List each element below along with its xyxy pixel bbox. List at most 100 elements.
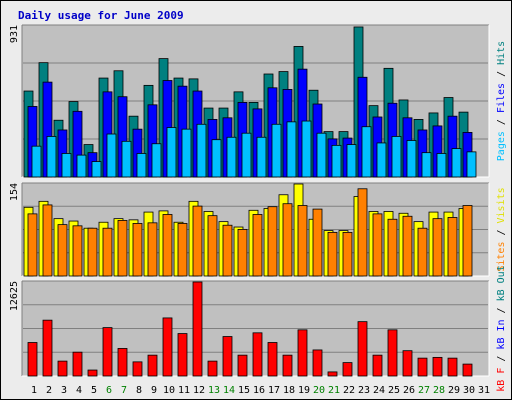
bar-sites (297, 205, 308, 277)
bar-kb-f (447, 357, 458, 377)
x-tick-label: 17 (268, 385, 280, 396)
bar-sites (177, 223, 188, 277)
y-axis-label-part: / (496, 113, 507, 131)
bar-pages (181, 128, 192, 178)
bar-pages (391, 136, 402, 178)
bar-kb-f (222, 336, 233, 377)
bar-sites (132, 223, 143, 277)
bar-pages (466, 151, 477, 178)
bar-sites (462, 205, 473, 277)
bar-pages (121, 140, 132, 178)
bar-kb-f (132, 361, 143, 377)
bar-kb-f (27, 342, 38, 377)
bar-kb-f (417, 357, 428, 377)
x-tick-label: 15 (238, 385, 250, 396)
bar-sites (402, 215, 413, 277)
bar-kb-f (57, 360, 68, 377)
bar-pages (76, 154, 87, 178)
bar-pages (331, 144, 342, 178)
x-tick-label: 3 (61, 385, 67, 396)
bar-sites (87, 227, 98, 277)
bar-pages (31, 145, 42, 178)
bar-sites (102, 227, 113, 277)
x-tick-label: 31 (478, 385, 490, 396)
bar-pages (91, 161, 102, 178)
y-axis-label: kB F / kB In / kB Out (496, 265, 507, 391)
bar-kb-f (402, 350, 413, 377)
x-tick-label: 29 (448, 385, 460, 396)
chart-title: Daily usage for June 2009 (18, 9, 184, 22)
bar-kb-f (357, 321, 368, 377)
bar-pages (286, 121, 297, 178)
bar-kb-f (312, 349, 323, 377)
bar-pages (211, 139, 222, 178)
x-tick-label: 28 (433, 385, 445, 396)
x-tick-label: 5 (91, 385, 97, 396)
bar-kb-f (372, 354, 383, 377)
bar-kb-f (192, 281, 203, 377)
bar-sites (282, 203, 293, 277)
bar-sites (147, 222, 158, 277)
bar-pages (451, 148, 462, 178)
bar-kb-f (267, 342, 278, 377)
bar-kb-f (117, 348, 128, 377)
bar-sites (222, 224, 233, 277)
bar-sites (117, 220, 128, 277)
bar-sites (237, 229, 248, 277)
bar-kb-f (342, 362, 353, 377)
y-axis-label-part: Visits (496, 187, 507, 223)
x-tick-label: 7 (121, 385, 127, 396)
y-max-label: 12625 (9, 281, 20, 311)
bar-kb-f (432, 356, 443, 377)
bar-sites (267, 206, 278, 277)
bar-kb-f (147, 354, 158, 377)
x-tick-label: 25 (388, 385, 400, 396)
bar-pages (226, 136, 237, 178)
bar-sites (357, 188, 368, 277)
bar-sites (72, 225, 83, 277)
x-tick-label: 30 (463, 385, 475, 396)
bar-kb-f (87, 369, 98, 377)
bar-pages (61, 153, 72, 178)
bar-pages (241, 132, 252, 178)
bar-pages (301, 120, 312, 178)
bar-pages (406, 140, 417, 178)
y-axis-label-part: kB F (496, 368, 507, 392)
bar-pages (376, 142, 387, 178)
bar-sites (192, 205, 203, 277)
y-axis-label-part: / (496, 301, 507, 319)
bar-sites (417, 227, 428, 277)
x-tick-label: 20 (313, 385, 325, 396)
x-tick-label: 27 (418, 385, 430, 396)
bar-sites (342, 231, 353, 277)
x-tick-label: 19 (298, 385, 310, 396)
bar-pages (136, 153, 147, 178)
x-tick-label: 23 (358, 385, 370, 396)
bar-kb-f (327, 371, 338, 377)
x-tick-label: 2 (46, 385, 52, 396)
bar-kb-f (252, 332, 263, 377)
bar-sites (252, 214, 263, 277)
x-tick-label: 8 (136, 385, 142, 396)
bar-kb-f (462, 363, 473, 377)
bar-pages (421, 152, 432, 178)
y-axis-label: Sites / Visits (496, 187, 507, 271)
y-max-label: 931 (9, 25, 20, 43)
bar-sites (207, 215, 218, 277)
bar-kb-f (162, 317, 173, 377)
y-axis-label: Pages / Files / Hits (496, 41, 507, 161)
x-tick-label: 18 (283, 385, 295, 396)
y-axis-label-part: kB Out (496, 265, 507, 301)
x-tick-label: 24 (373, 385, 385, 396)
bar-pages (166, 127, 177, 178)
bar-pages (46, 136, 57, 178)
x-tick-label: 4 (76, 385, 82, 396)
x-tick-label: 6 (106, 385, 112, 396)
bar-sites (27, 213, 38, 277)
x-tick-label: 10 (163, 385, 175, 396)
bar-sites (447, 217, 458, 277)
bar-pages (361, 126, 372, 178)
y-axis-label-part: / (496, 65, 507, 83)
x-tick-label: 12 (193, 385, 205, 396)
